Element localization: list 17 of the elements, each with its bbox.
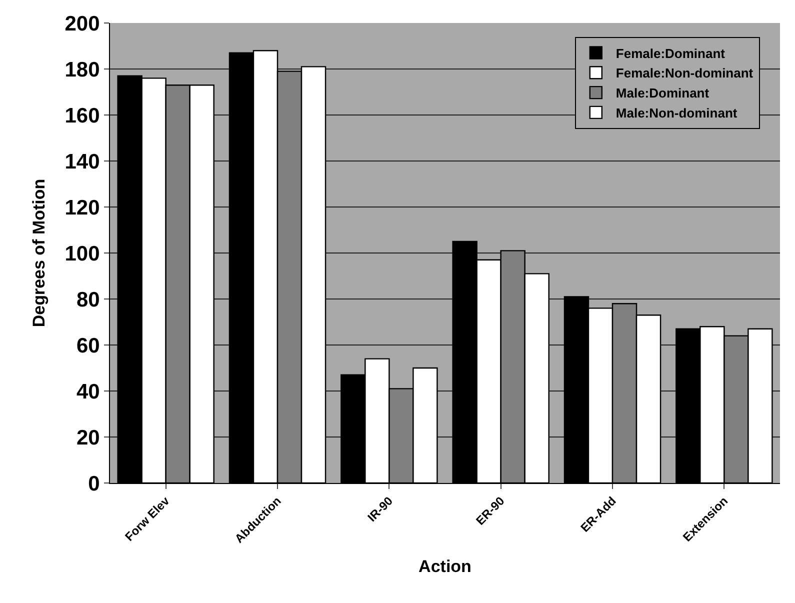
y-axis-title: Degrees of Motion — [29, 178, 48, 328]
y-tick-label: 100 — [64, 242, 100, 266]
legend-label: Female:Dominant — [616, 46, 726, 61]
y-tick-label: 20 — [76, 426, 100, 450]
legend-label: Male:Non-dominant — [616, 106, 738, 121]
y-tick-label: 40 — [76, 380, 100, 404]
y-tick-label: 0 — [88, 472, 100, 496]
x-axis-title: Action — [418, 557, 472, 576]
y-tick-label: 140 — [64, 150, 100, 174]
y-tick-label: 200 — [64, 12, 100, 36]
y-tick-label: 160 — [64, 104, 100, 128]
y-tick-label: 180 — [64, 58, 100, 82]
legend-label: Female:Non-dominant — [616, 66, 754, 81]
y-tick-label: 60 — [76, 334, 100, 358]
legend-label: Male:Dominant — [616, 86, 710, 101]
y-tick-label: 80 — [76, 288, 100, 312]
y-tick-label: 120 — [64, 196, 100, 220]
